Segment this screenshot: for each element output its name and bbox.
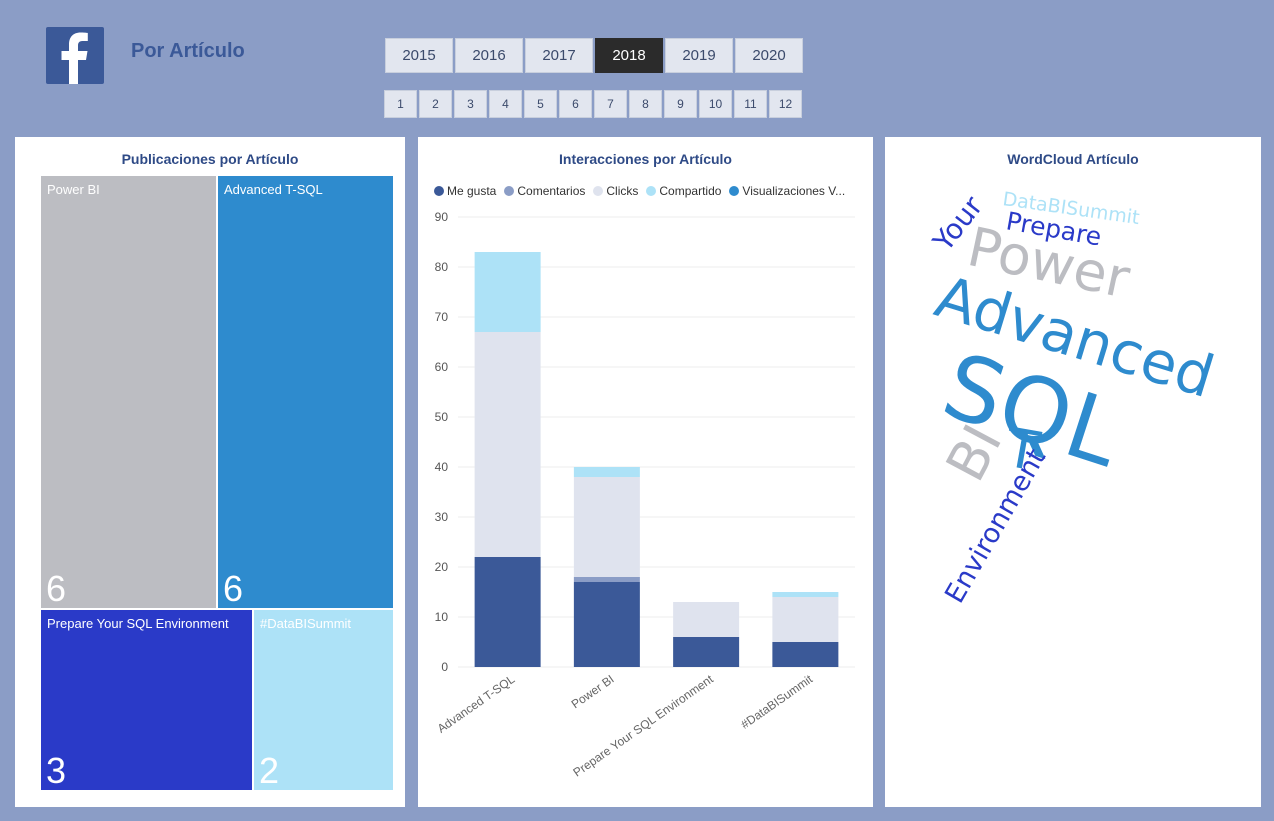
month-button-10[interactable]: 10	[699, 90, 732, 118]
year-button-2019[interactable]: 2019	[665, 38, 733, 73]
month-button-11[interactable]: 11	[734, 90, 767, 118]
treemap-cell-advanced-tsql[interactable]: Advanced T-SQL 6	[217, 175, 394, 609]
legend-item-compartido[interactable]: Compartido	[646, 184, 721, 198]
facebook-logo-icon	[46, 27, 104, 84]
month-button-2[interactable]: 2	[419, 90, 452, 118]
y-tick-label: 80	[435, 260, 449, 274]
bar-segment[interactable]	[573, 577, 640, 582]
month-button-4[interactable]: 4	[489, 90, 522, 118]
legend-label: Clicks	[606, 184, 639, 198]
legend-label: Visualizaciones V...	[742, 184, 846, 198]
wordcloud: DataBISummit Your Prepare Power Advanced…	[926, 188, 1222, 608]
treemap-cell-label: Advanced T-SQL	[224, 182, 323, 197]
treemap-cell-power-bi[interactable]: Power BI 6	[40, 175, 217, 609]
chart-legend: Me gusta Comentarios Clicks Compartido V…	[434, 184, 845, 198]
treemap-cell-value: 6	[46, 568, 67, 609]
stacked-bar-chart: 0 10 20 30 40 50 60 70 80 90 Advanced T-SQL Power B…	[435, 210, 855, 780]
bar-segment[interactable]	[573, 477, 640, 577]
month-button-3[interactable]: 3	[454, 90, 487, 118]
legend-dot-icon	[729, 186, 740, 196]
y-tick-label: 20	[435, 560, 449, 574]
legend-label: Me gusta	[447, 184, 497, 198]
y-tick-label: 40	[435, 460, 449, 474]
legend-dot-icon	[646, 186, 657, 196]
bar-segment[interactable]	[474, 332, 541, 557]
treemap-title: Publicaciones por Artículo	[121, 151, 299, 167]
year-button-2016[interactable]: 2016	[455, 38, 523, 73]
bar-segment[interactable]	[573, 467, 640, 477]
bar-segment[interactable]	[772, 592, 839, 597]
month-button-9[interactable]: 9	[664, 90, 697, 118]
legend-label: Comentarios	[517, 184, 586, 198]
treemap-cell-label: Prepare Your SQL Environment	[47, 616, 229, 631]
treemap-cell-value: 2	[259, 750, 280, 791]
month-slicer: 1 2 3 4 5 6 7 8 9 10 11 12	[384, 90, 802, 118]
month-button-5[interactable]: 5	[524, 90, 557, 118]
legend-dot-icon	[593, 186, 604, 196]
treemap-cell-label: Power BI	[47, 182, 100, 197]
month-button-7[interactable]: 7	[594, 90, 627, 118]
legend-item-clicks[interactable]: Clicks	[593, 184, 638, 198]
y-tick-label: 30	[435, 510, 449, 524]
y-tick-label: 10	[435, 610, 449, 624]
legend-label: Compartido	[659, 184, 722, 198]
month-button-12[interactable]: 12	[769, 90, 802, 118]
year-button-2018[interactable]: 2018	[595, 38, 663, 73]
bar-segment[interactable]	[573, 582, 640, 667]
page-title: Por Artículo	[131, 40, 245, 62]
bar-segment[interactable]	[673, 637, 740, 667]
y-tick-label: 0	[441, 660, 448, 674]
bar-segment[interactable]	[474, 252, 541, 332]
treemap-cell-value: 6	[223, 568, 244, 609]
year-button-2015[interactable]: 2015	[385, 38, 453, 73]
wordcloud-title: WordCloud Artículo	[1007, 151, 1139, 167]
month-button-6[interactable]: 6	[559, 90, 592, 118]
month-button-8[interactable]: 8	[629, 90, 662, 118]
y-tick-label: 90	[435, 210, 449, 224]
legend-item-visualizaciones[interactable]: Visualizaciones V...	[729, 184, 845, 198]
interactions-title: Interacciones por Artículo	[559, 151, 732, 167]
treemap-panel: Publicaciones por Artículo Power BI 6 Ad…	[15, 137, 405, 807]
month-button-1[interactable]: 1	[384, 90, 417, 118]
x-category-label: #DataBISummit	[738, 672, 815, 732]
y-tick-label: 60	[435, 360, 449, 374]
treemap-cell-databisummit[interactable]: #DataBISummit 2	[253, 609, 394, 791]
legend-item-comentarios[interactable]: Comentarios	[504, 184, 585, 198]
bar-segment[interactable]	[673, 602, 740, 637]
treemap-cell-label: #DataBISummit	[260, 616, 352, 631]
wordcloud-panel: WordCloud Artículo DataBISummit Your Pre…	[885, 137, 1261, 807]
interactions-panel: Interacciones por Artículo Me gusta Come…	[418, 137, 873, 807]
bar-segment[interactable]	[772, 642, 839, 667]
y-tick-label: 50	[435, 410, 449, 424]
legend-dot-icon	[434, 186, 444, 196]
bar-segment[interactable]	[772, 597, 839, 642]
year-button-2017[interactable]: 2017	[525, 38, 593, 73]
treemap-cell-value: 3	[46, 750, 67, 791]
year-slicer: 2015 2016 2017 2018 2019 2020	[385, 38, 803, 73]
y-tick-label: 70	[435, 310, 449, 324]
legend-item-me-gusta[interactable]: Me gusta	[434, 184, 496, 198]
x-category-label: Advanced T-SQL	[435, 672, 518, 736]
legend-dot-icon	[504, 186, 515, 196]
treemap-cell-prepare-sql-environment[interactable]: Prepare Your SQL Environment 3	[40, 609, 253, 791]
year-button-2020[interactable]: 2020	[735, 38, 803, 73]
x-category-label: Power BI	[569, 672, 617, 711]
bar-segment[interactable]	[474, 557, 541, 667]
